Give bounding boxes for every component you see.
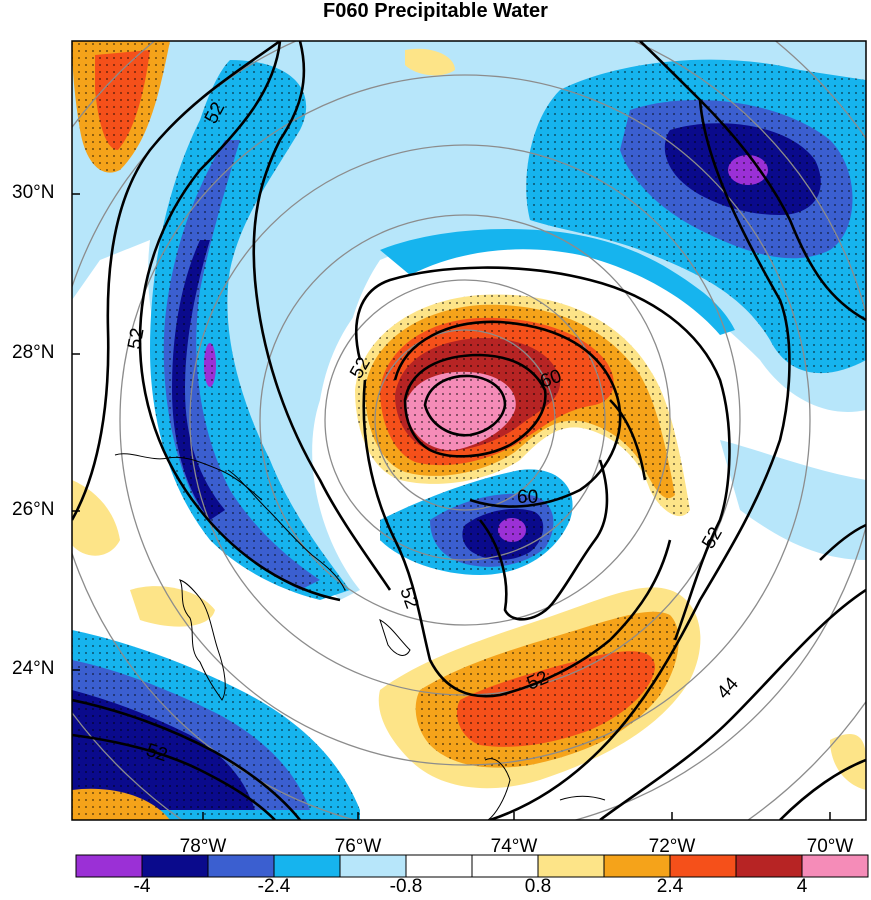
colorbar-swatch [273, 854, 341, 878]
colorbar-label: 0.8 [524, 876, 552, 897]
lon-label: 70°W [806, 836, 854, 857]
colorbar-swatch [603, 854, 671, 878]
axis-ticks [72, 193, 831, 820]
colorbar-swatch [801, 854, 869, 878]
lon-label: 74°W [490, 836, 538, 857]
map-frame [71, 40, 867, 821]
colorbar-swatch [669, 854, 737, 878]
lon-label: 78°W [179, 836, 227, 857]
colorbar-label: -4 [133, 876, 151, 897]
lat-label: 30°N [12, 182, 55, 203]
colorbar-swatch [75, 854, 143, 878]
lat-label: 28°N [12, 342, 55, 363]
colorbar-label: 2.4 [656, 876, 684, 897]
colorbar-label: 4 [796, 876, 808, 897]
colorbar-swatch [339, 854, 407, 878]
lat-label: 24°N [12, 658, 55, 679]
coastlines [114, 453, 606, 820]
colorbar-swatch [735, 854, 803, 878]
colorbar [75, 854, 869, 878]
contour-label: 60 [517, 487, 538, 508]
colorbar-label: -2.4 [257, 876, 291, 897]
colorbar-swatch [141, 854, 209, 878]
lat-label: 26°N [12, 499, 55, 520]
colorbar-swatch [471, 854, 539, 878]
contour-label: 52 [124, 326, 148, 350]
lon-label: 76°W [334, 836, 382, 857]
contour-lines [72, 41, 866, 820]
colorbar-swatch [537, 854, 605, 878]
colorbar-label: -0.8 [389, 876, 423, 897]
map-title: F060 Precipitable Water [323, 0, 548, 22]
colorbar-swatch [207, 854, 275, 878]
lon-label: 72°W [648, 836, 696, 857]
colorbar-swatch [405, 854, 473, 878]
